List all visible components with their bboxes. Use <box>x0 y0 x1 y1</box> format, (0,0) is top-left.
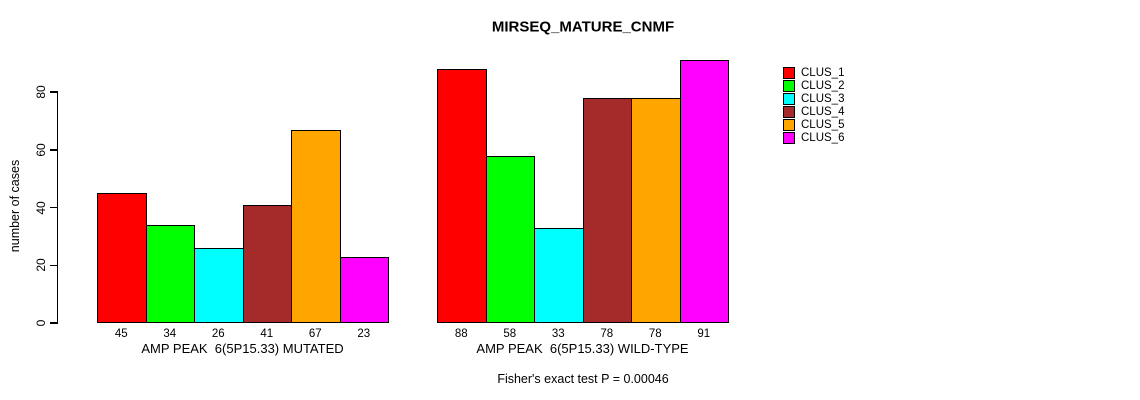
bar-clus_1-panel0 <box>97 193 147 323</box>
legend-item-label: CLUS_1 <box>801 66 845 79</box>
legend-item-label: CLUS_6 <box>801 131 845 144</box>
bar-clus_1-panel1 <box>437 68 487 323</box>
y-tick-mark <box>49 322 57 324</box>
bar-clus_6-panel0 <box>339 256 389 323</box>
bar-clus_5-panel1 <box>631 97 681 323</box>
bar-value-label: 91 <box>697 328 711 340</box>
bar-value-label: 78 <box>648 328 662 340</box>
bar-value-label: 78 <box>600 328 614 340</box>
bar-value-label: 88 <box>454 328 468 340</box>
y-tick-mark <box>49 91 57 93</box>
bar-value-label: 23 <box>357 328 371 340</box>
legend-item-clus_2: CLUS_2 <box>783 79 844 92</box>
bar-value-label: 58 <box>503 328 517 340</box>
legend-swatch-icon <box>783 131 795 144</box>
bar-value-label: 34 <box>163 328 177 340</box>
legend-item-label: CLUS_3 <box>801 92 845 105</box>
panel-label-0: AMP PEAK 6(5P15.33) MUTATED <box>141 341 344 356</box>
bar-clus_4-panel0 <box>242 204 292 323</box>
bar-value-label: 33 <box>551 328 565 340</box>
legend-item-clus_5: CLUS_5 <box>783 118 844 131</box>
fisher-test-note: Fisher's exact test P = 0.00046 <box>497 372 669 386</box>
y-axis-label: number of cases <box>8 159 22 253</box>
y-tick-label: 20 <box>34 258 48 272</box>
y-tick-mark <box>49 264 57 266</box>
legend: CLUS_1 CLUS_2 CLUS_3 CLUS_4 CLUS_5 CLUS_6 <box>783 66 844 144</box>
legend-item-clus_3: CLUS_3 <box>783 92 844 105</box>
y-tick-label: 0 <box>34 319 48 327</box>
legend-swatch-icon <box>783 118 795 131</box>
y-tick-mark <box>49 149 57 151</box>
legend-item-label: CLUS_5 <box>801 118 845 131</box>
legend-item-clus_4: CLUS_4 <box>783 105 844 118</box>
legend-item-label: CLUS_4 <box>801 105 845 118</box>
legend-swatch-icon <box>783 105 795 118</box>
bar-value-label: 26 <box>211 328 225 340</box>
y-tick-label: 60 <box>34 143 48 157</box>
y-tick-label: 40 <box>34 200 48 215</box>
legend-swatch-icon <box>783 66 795 79</box>
legend-swatch-icon <box>783 92 795 105</box>
bar-value-label: 45 <box>114 328 128 340</box>
chart-title: MIRSEQ_MATURE_CNMF <box>491 18 675 36</box>
legend-item-label: CLUS_2 <box>801 79 845 92</box>
y-tick-mark <box>49 206 57 209</box>
y-tick-label: 80 <box>34 85 48 99</box>
legend-item-clus_1: CLUS_1 <box>783 66 844 79</box>
bar-clus_5-panel0 <box>291 129 341 323</box>
bar-clus_3-panel1 <box>534 227 584 323</box>
bar-clus_4-panel1 <box>582 97 632 323</box>
bar-clus_6-panel1 <box>679 60 729 323</box>
legend-swatch-icon <box>783 79 795 92</box>
bar-clus_3-panel0 <box>194 247 244 323</box>
bar-clus_2-panel1 <box>485 155 535 323</box>
y-axis-line <box>56 91 59 324</box>
bar-value-label: 67 <box>308 328 322 340</box>
bar-value-label: 41 <box>260 328 274 340</box>
bar-clus_2-panel0 <box>145 224 195 323</box>
legend-item-clus_6: CLUS_6 <box>783 131 844 144</box>
panel-label-1: AMP PEAK 6(5P15.33) WILD-TYPE <box>476 341 689 356</box>
